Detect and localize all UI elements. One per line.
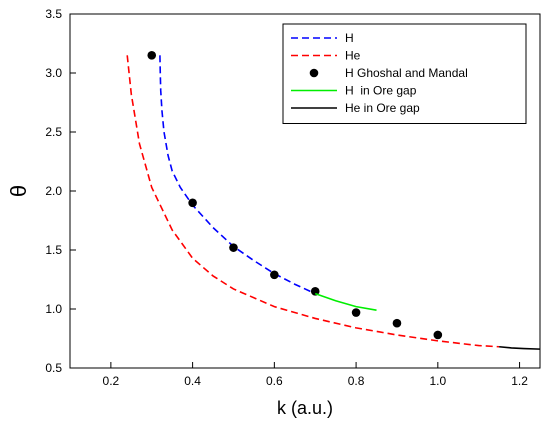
legend-label: H in Ore gap xyxy=(345,84,417,98)
data-point xyxy=(188,198,197,208)
legend-label: H xyxy=(345,31,354,45)
series-line-1 xyxy=(126,55,500,348)
data-point xyxy=(351,308,361,317)
y-axis-label: θ xyxy=(6,185,31,197)
x-tick-label: 0.2 xyxy=(103,374,120,388)
x-tick-label: 1.0 xyxy=(429,374,446,388)
legend-marker xyxy=(309,68,319,78)
x-axis: 0.2 0.4 0.6 0.8 1.0 1.2 xyxy=(103,362,528,388)
data-point xyxy=(270,270,279,280)
y-tick-label: 0.5 xyxy=(45,361,62,375)
legend-label: H Ghoshal and Mandal xyxy=(345,66,468,80)
series-layer xyxy=(126,51,540,350)
data-point xyxy=(229,243,238,252)
y-tick-label: 1.0 xyxy=(45,302,62,316)
x-tick-label: 0.6 xyxy=(266,374,283,388)
series-line-0 xyxy=(159,55,316,295)
data-point xyxy=(433,330,443,340)
y-tick-label: 2.5 xyxy=(45,125,62,139)
data-point xyxy=(147,51,157,60)
y-tick-label: 3.5 xyxy=(45,7,62,21)
series-line-4 xyxy=(499,345,540,350)
data-point xyxy=(392,318,402,328)
legend-box xyxy=(282,23,527,124)
legend-label: He xyxy=(345,49,361,63)
series-line-3 xyxy=(314,292,377,311)
y-tick-label: 2.0 xyxy=(45,184,62,198)
x-axis-label: k (a.u.) xyxy=(277,398,333,418)
y-tick-label: 3.0 xyxy=(45,66,62,80)
legend: H He H Ghoshal and Mandal H in Ore gap He in… xyxy=(282,23,527,124)
x-tick-label: 0.8 xyxy=(348,374,365,388)
x-tick-label: 0.4 xyxy=(184,374,201,388)
y-tick-label: 1.5 xyxy=(45,243,62,257)
y-axis: 0.5 1.0 1.5 2.0 2.5 3.0 3.5 xyxy=(45,7,76,375)
x-tick-label: 1.2 xyxy=(511,374,528,388)
legend-label: He in Ore gap xyxy=(345,101,420,115)
data-point xyxy=(310,287,320,296)
